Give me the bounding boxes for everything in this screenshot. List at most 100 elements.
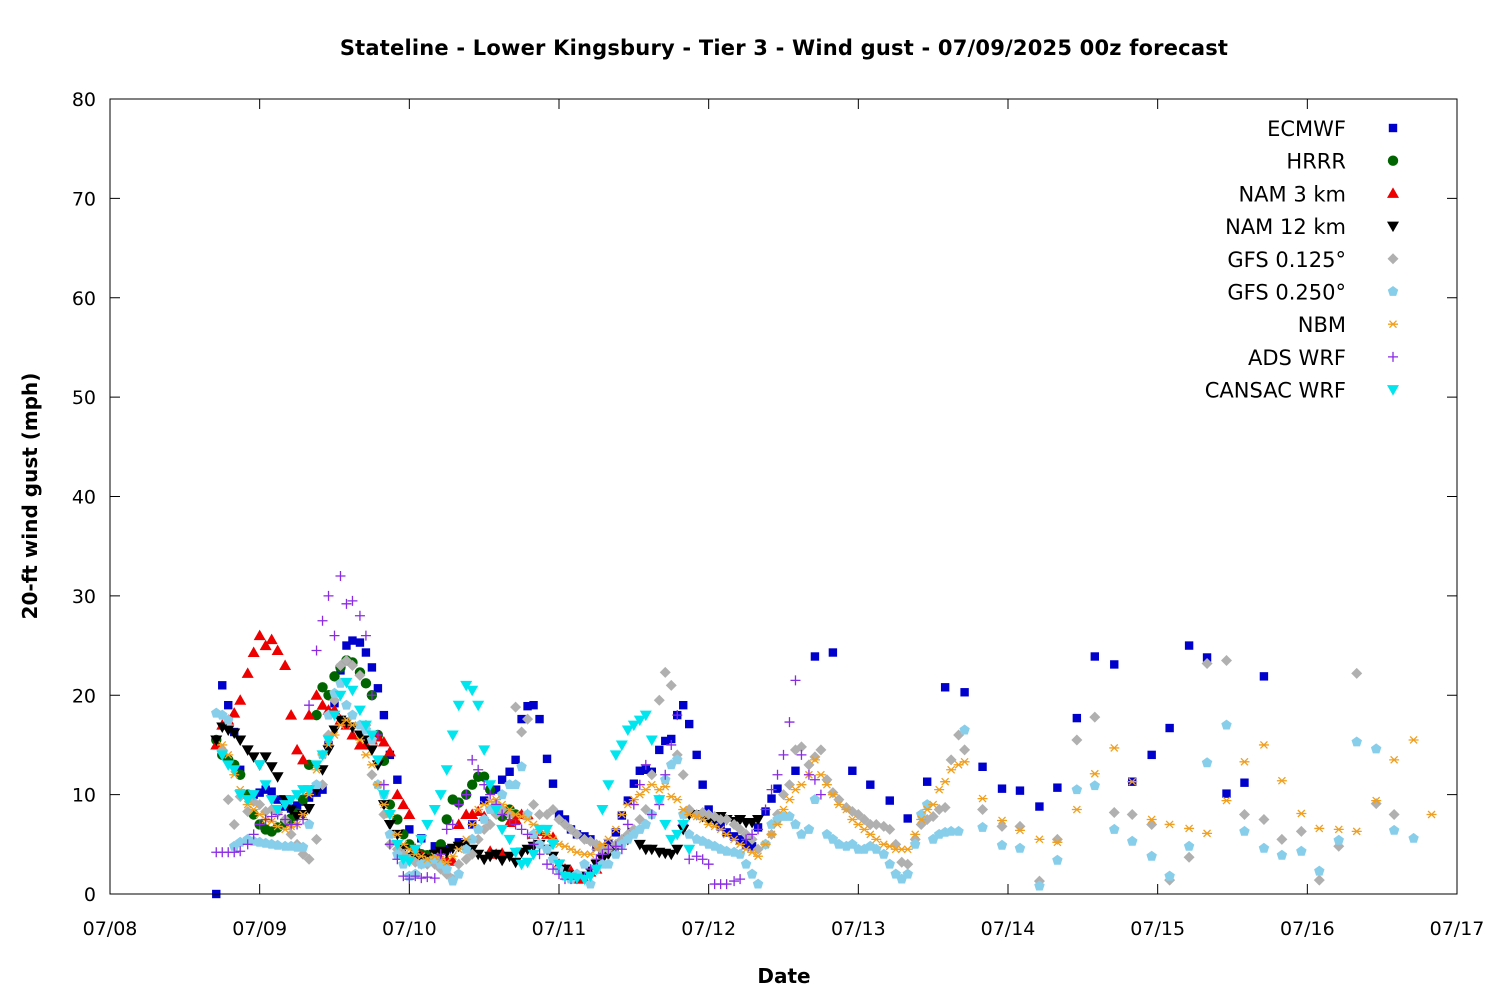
data-point <box>1014 826 1025 835</box>
data-point <box>1296 809 1307 818</box>
x-tick-label: 07/15 <box>1130 918 1185 940</box>
data-point <box>346 659 358 671</box>
data-point <box>1370 743 1382 754</box>
data-point <box>1371 796 1382 805</box>
data-point <box>298 814 309 825</box>
data-point <box>740 858 752 869</box>
data-point <box>422 872 433 883</box>
data-point <box>478 771 490 782</box>
data-point <box>360 750 371 759</box>
data-point <box>715 813 727 825</box>
data-point <box>441 858 452 867</box>
data-point <box>778 805 789 814</box>
data-point <box>485 789 496 800</box>
data-point <box>224 700 233 710</box>
data-point <box>610 841 621 852</box>
data-point <box>504 814 515 825</box>
data-point <box>503 834 516 846</box>
data-point <box>217 740 228 749</box>
data-point <box>279 659 292 670</box>
data-point <box>853 820 864 829</box>
legend: ECMWF HRRR NAM 3 km NAM 12 km GFS 0.125° GFS … <box>1205 117 1399 403</box>
data-point <box>997 784 1007 793</box>
data-point <box>959 724 970 735</box>
data-point <box>503 851 516 863</box>
data-point <box>516 726 528 738</box>
data-point <box>1258 842 1270 853</box>
data-point <box>479 796 489 805</box>
data-point <box>235 846 246 857</box>
data-point <box>610 848 622 859</box>
data-point <box>453 858 465 870</box>
data-point <box>383 819 396 831</box>
data-point <box>910 830 921 839</box>
legend-marker <box>1387 221 1399 233</box>
data-point <box>541 843 553 854</box>
data-point <box>623 796 633 805</box>
data-point <box>778 789 789 801</box>
data-point <box>635 766 645 775</box>
data-point <box>1221 654 1233 666</box>
data-point <box>609 750 622 761</box>
data-point <box>228 765 241 776</box>
data-point <box>978 762 987 771</box>
data-point <box>452 841 465 853</box>
data-point <box>535 714 544 724</box>
data-point <box>335 571 346 581</box>
data-point <box>429 873 440 884</box>
data-point <box>809 794 821 804</box>
data-point <box>885 796 894 805</box>
data-point <box>378 779 389 790</box>
data-point <box>279 800 292 811</box>
data-point <box>303 709 316 720</box>
data-point <box>646 769 658 781</box>
data-point <box>378 800 389 809</box>
data-point <box>571 848 582 857</box>
data-point <box>746 817 759 829</box>
data-point <box>292 819 303 830</box>
data-point <box>391 788 404 800</box>
data-point <box>1221 796 1232 805</box>
data-point <box>677 769 689 781</box>
data-point <box>1276 833 1288 845</box>
data-point <box>247 752 260 763</box>
data-point <box>722 828 731 837</box>
data-point <box>360 678 372 689</box>
data-point <box>271 772 284 783</box>
data-point <box>553 859 565 871</box>
data-point <box>997 816 1008 825</box>
data-point <box>667 734 676 744</box>
data-point <box>383 810 396 821</box>
data-point <box>790 818 801 829</box>
data-point <box>291 790 304 801</box>
data-point <box>622 819 633 830</box>
data-point <box>234 735 247 746</box>
data-point <box>1201 757 1213 768</box>
data-point <box>578 874 591 886</box>
data-point <box>871 843 882 854</box>
data-point <box>734 814 747 826</box>
data-point <box>404 874 415 885</box>
data-point <box>384 839 395 850</box>
legend-label: ECMWF <box>1267 117 1346 141</box>
data-point <box>685 719 694 729</box>
data-point <box>461 843 472 854</box>
data-point <box>698 780 707 789</box>
data-point <box>1389 755 1400 764</box>
data-point <box>329 630 340 641</box>
data-point <box>248 805 259 814</box>
data-point <box>783 779 795 791</box>
y-tick-label: 10 <box>72 785 96 807</box>
data-point <box>490 849 503 861</box>
series-0 <box>212 636 1269 899</box>
x-tick-label: 07/13 <box>831 918 886 940</box>
data-point <box>310 760 323 771</box>
data-point <box>1222 789 1231 798</box>
data-point <box>1090 652 1100 661</box>
data-point <box>928 800 939 809</box>
data-point <box>1238 809 1250 820</box>
data-point <box>1333 825 1344 834</box>
data-point <box>342 641 351 650</box>
data-point <box>766 784 777 795</box>
data-point <box>945 825 957 836</box>
